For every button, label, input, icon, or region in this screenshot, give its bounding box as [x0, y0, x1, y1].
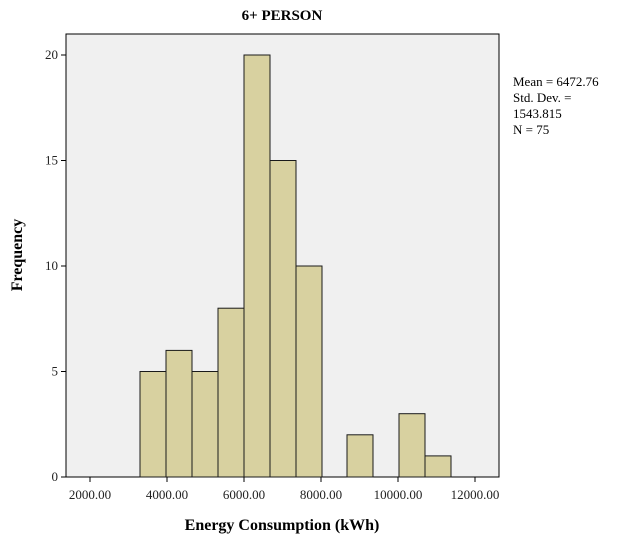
chart-title: 6+ PERSON: [242, 8, 323, 24]
histogram-bar: [140, 372, 166, 478]
y-tick-label: 10: [45, 258, 58, 273]
histogram-bar: [399, 414, 425, 477]
statistics-box: Mean = 6472.76 Std. Dev. = 1543.815 N = …: [513, 74, 599, 137]
y-tick-label: 0: [52, 469, 59, 484]
y-tick-label: 5: [52, 364, 59, 379]
y-tick-label: 20: [45, 47, 58, 62]
stat-n: N = 75: [513, 122, 549, 137]
y-axis-title: Frequency: [9, 219, 26, 292]
stat-mean: Mean = 6472.76: [513, 74, 599, 89]
histogram-bar: [166, 350, 192, 477]
x-tick-label: 10000.00: [374, 487, 423, 502]
histogram-bar: [425, 456, 451, 477]
x-axis-ticks: 2000.00 4000.00 6000.00 8000.00 10000.00 1200…: [69, 477, 500, 502]
x-axis-title: Energy Consumption (kWh): [185, 517, 380, 534]
y-axis-ticks: 0 5 10 15 20: [45, 47, 66, 484]
x-tick-label: 8000.00: [300, 487, 342, 502]
stat-std-dev-label: Std. Dev. =: [513, 90, 572, 105]
y-tick-label: 15: [45, 153, 58, 168]
histogram-bar: [244, 55, 270, 477]
histogram-bar: [218, 308, 244, 477]
histogram-bar: [270, 161, 296, 478]
x-tick-label: 2000.00: [69, 487, 111, 502]
x-tick-label: 12000.00: [451, 487, 500, 502]
stat-std-dev-value: 1543.815: [513, 106, 562, 121]
histogram-bar: [296, 266, 322, 477]
histogram-bar: [192, 372, 218, 478]
histogram-bar: [347, 435, 373, 477]
x-tick-label: 6000.00: [223, 487, 265, 502]
x-tick-label: 4000.00: [146, 487, 188, 502]
